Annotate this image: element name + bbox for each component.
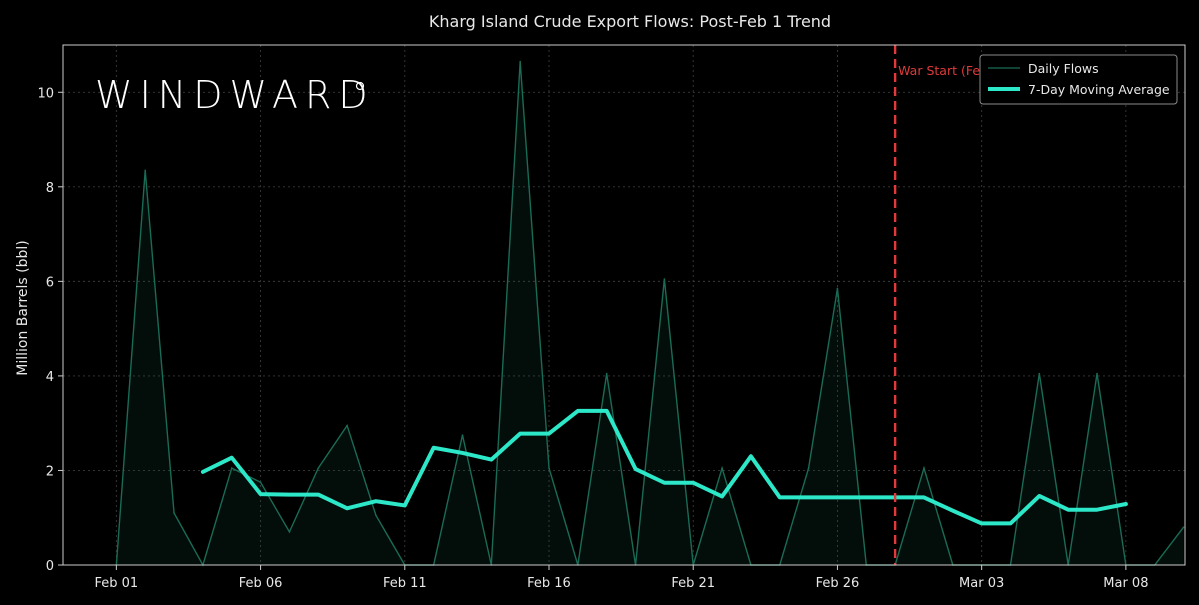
daily-flow-point (144, 169, 147, 172)
moving-average-point (230, 456, 234, 460)
moving-average-point (576, 409, 580, 413)
y-axis-ticks: 0 2 4 6 8 10 (37, 86, 63, 574)
moving-average-point (662, 481, 666, 485)
daily-flow-point (230, 467, 233, 469)
moving-average-point (951, 509, 955, 513)
moving-average-point (345, 506, 349, 510)
daily-flows-fill (116, 61, 1184, 565)
moving-average-point (749, 454, 753, 458)
daily-flow-point (807, 467, 810, 469)
moving-average-point (201, 470, 205, 474)
moving-average-point (922, 495, 926, 499)
moving-average-point (259, 492, 263, 496)
daily-flow-point (836, 287, 839, 290)
daily-flow-point (259, 481, 262, 484)
x-tick-label: Feb 01 (95, 576, 139, 591)
x-tick-label: Feb 16 (527, 576, 571, 591)
daily-flow-point (173, 512, 175, 514)
daily-flow-point (923, 467, 925, 469)
moving-average-point (287, 493, 291, 497)
x-tick-label: Feb 26 (816, 576, 860, 591)
moving-average-point (980, 521, 984, 525)
daily-flow-point (461, 434, 464, 436)
moving-average-point (374, 499, 378, 503)
daily-flow-point (663, 278, 666, 280)
windward-logo-text: WINDWARD (95, 73, 375, 117)
daily-flow-point (317, 467, 320, 469)
logo-ring-icon (355, 81, 365, 91)
moving-average-point (518, 432, 522, 436)
moving-average-point (691, 481, 695, 485)
daily-flow-point (519, 60, 521, 63)
moving-average-point (634, 467, 638, 471)
x-axis-ticks: Feb 01 Feb 06 Feb 11 Feb 16 Feb 21 Feb 26 Mar … (95, 565, 1148, 591)
daily-flow-point (1038, 372, 1041, 375)
y-tick-label: 6 (46, 275, 54, 290)
legend-label-moving-average: 7-Day Moving Average (1028, 82, 1170, 97)
daily-flow-point (605, 372, 608, 375)
daily-flow-point (548, 467, 550, 469)
x-tick-label: Mar 08 (1103, 576, 1148, 591)
moving-average-point (720, 494, 724, 498)
moving-average-point (1037, 494, 1041, 498)
legend-label-daily-flows: Daily Flows (1028, 61, 1099, 76)
moving-average-point (1066, 508, 1070, 512)
x-tick-label: Feb 06 (239, 576, 283, 591)
moving-average-point (1124, 502, 1128, 506)
x-tick-label: Mar 03 (959, 576, 1004, 591)
y-tick-label: 8 (46, 181, 54, 196)
moving-average-point (1095, 508, 1099, 512)
daily-flow-point (346, 424, 348, 427)
moving-average-point (489, 458, 493, 462)
chart-title: Kharg Island Crude Export Flows: Post-Fe… (429, 12, 831, 31)
moving-average-point (316, 493, 320, 497)
moving-average-point (1008, 521, 1012, 525)
moving-average-point (778, 495, 782, 499)
plot-border (62, 44, 1186, 566)
y-tick-label: 2 (46, 464, 54, 479)
legend-box (979, 54, 1178, 105)
moving-average-point (835, 495, 839, 499)
y-axis-label: Million Barrels (bbl) (15, 240, 31, 376)
daily-flow-point (375, 514, 377, 517)
y-tick-label: 0 (46, 559, 54, 574)
daily-flow-point (1096, 372, 1098, 375)
moving-average-point (864, 495, 868, 499)
grid-lines (63, 45, 1185, 566)
y-tick-label: 4 (46, 370, 54, 385)
daily-flow-point (721, 467, 723, 469)
moving-average-point (547, 432, 551, 436)
daily-flow-point (288, 531, 291, 533)
daily-flow-point (1182, 526, 1185, 528)
plot-frame (62, 44, 1186, 566)
moving-average-point (403, 503, 407, 507)
daily-flows-area (116, 61, 1184, 565)
moving-average-point (432, 446, 436, 450)
legend: Daily Flows 7-Day Moving Average (979, 54, 1178, 105)
moving-average-point (605, 409, 609, 413)
x-tick-label: Feb 21 (671, 576, 715, 591)
x-tick-label: Feb 11 (383, 576, 427, 591)
y-tick-label: 10 (37, 86, 54, 101)
moving-average-point (807, 495, 811, 499)
windward-logo: WINDWARD (95, 73, 375, 117)
moving-average-point (460, 451, 464, 455)
